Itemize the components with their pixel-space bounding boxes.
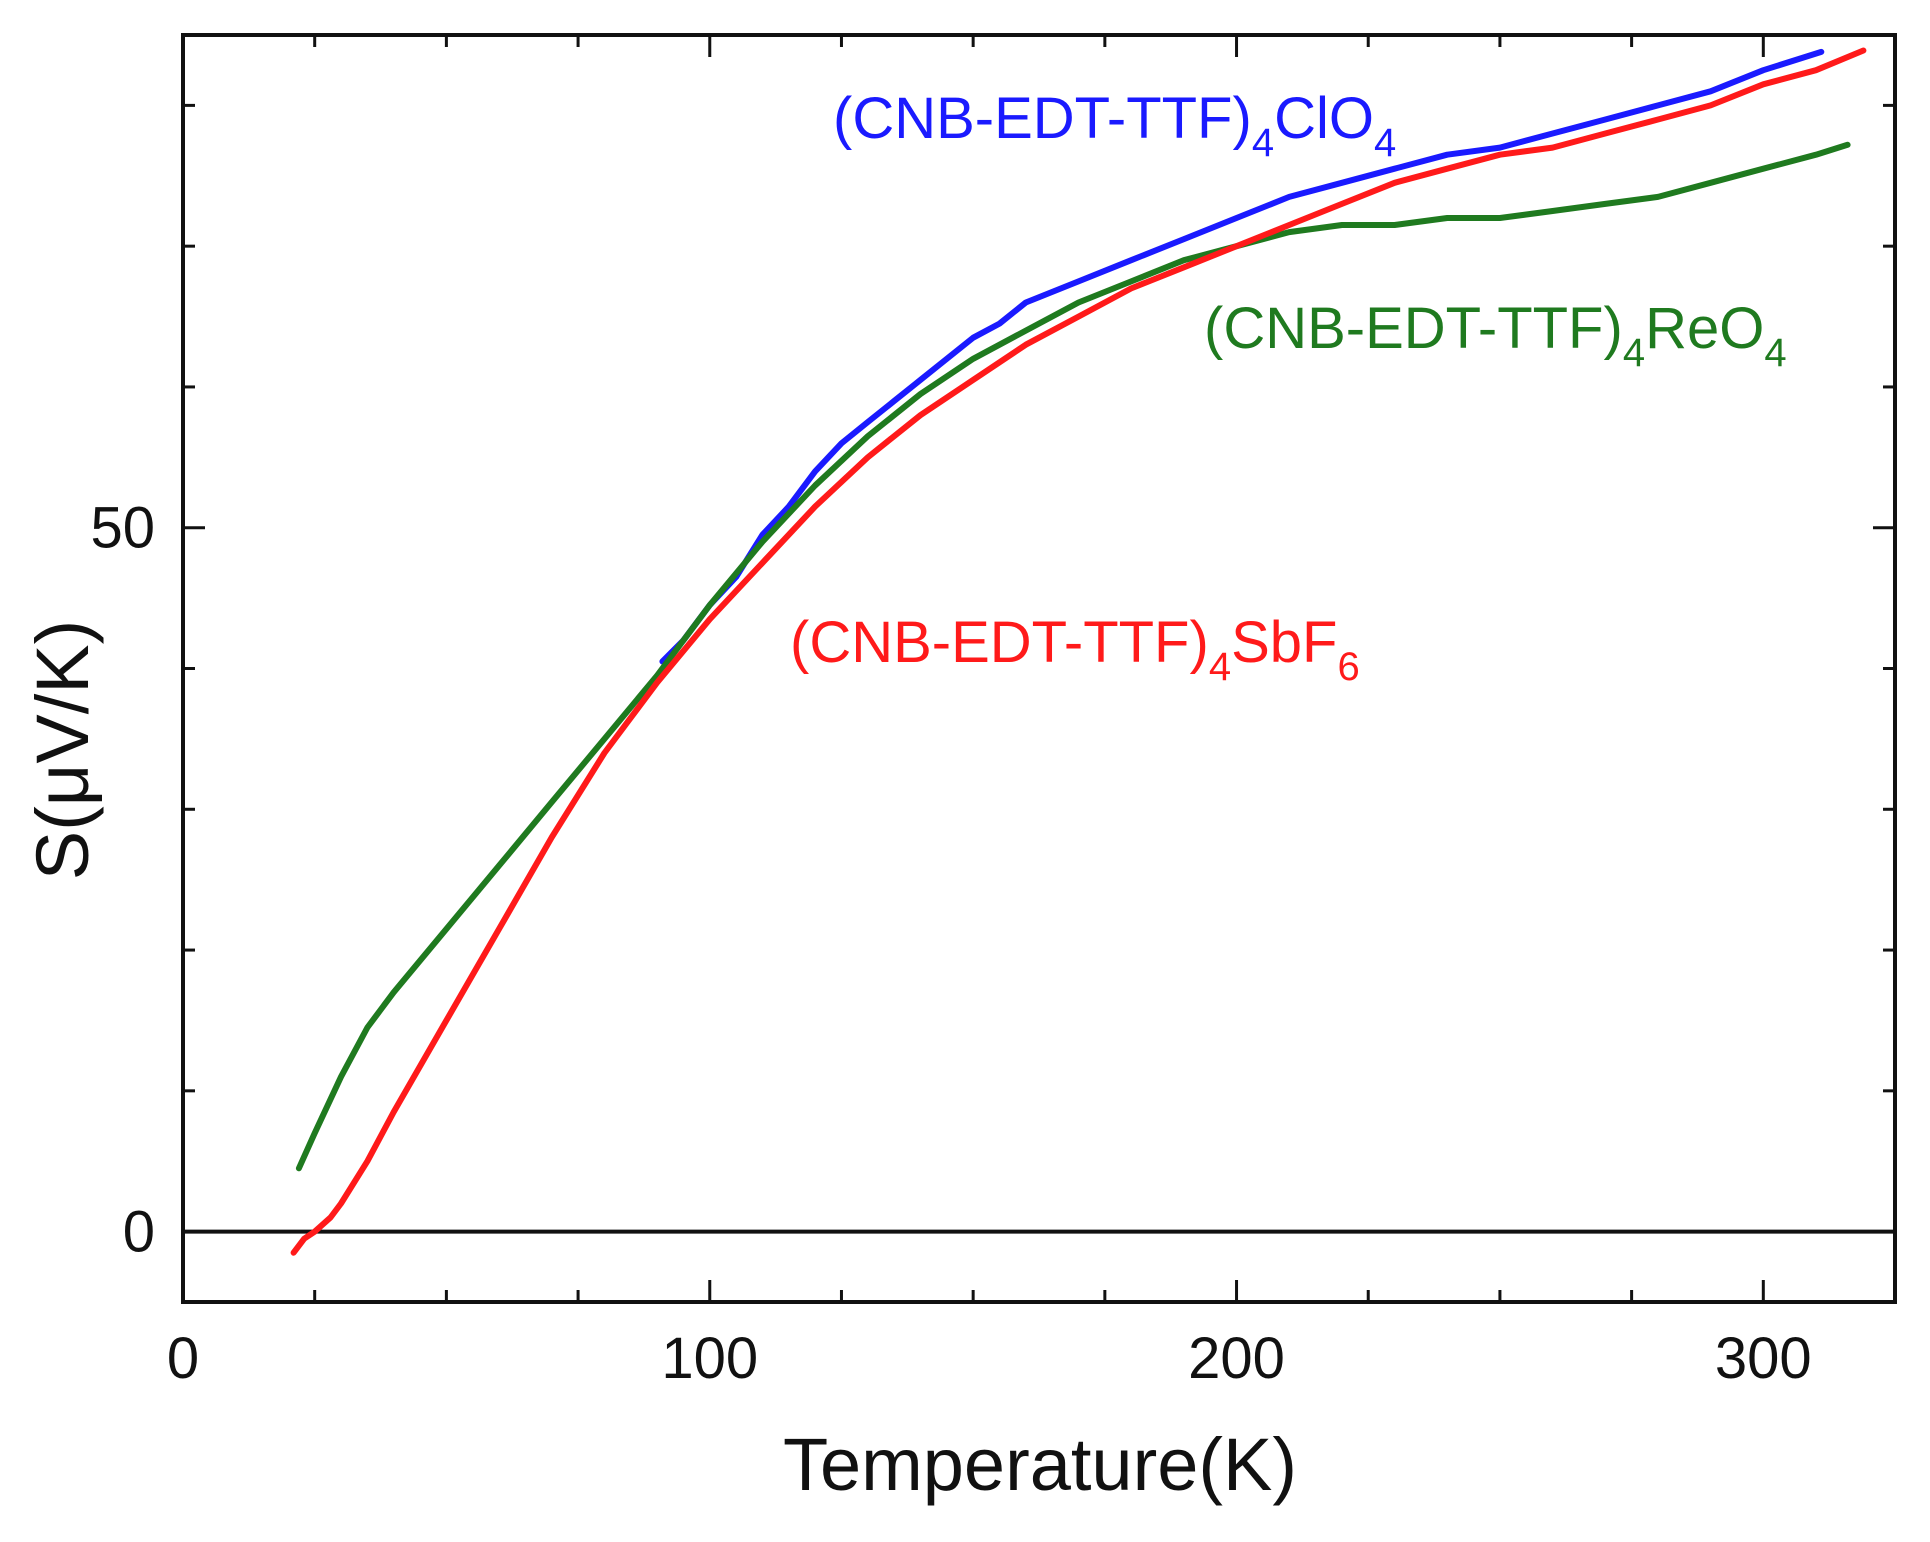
axis-ticks <box>181 35 1897 1302</box>
series-label-sbf6: (CNB-EDT-TTF)4SbF6 <box>790 610 1360 689</box>
series-label-clo4: (CNB-EDT-TTF)4ClO4 <box>833 86 1396 165</box>
series-line-2 <box>290 47 1867 1256</box>
x-tick-label: 100 <box>661 1326 758 1391</box>
x-tick-label: 0 <box>167 1326 199 1391</box>
y-tick-label: 0 <box>123 1200 155 1265</box>
x-axis-title: Temperature(K) <box>783 1423 1297 1506</box>
x-tick-label: 300 <box>1715 1326 1812 1391</box>
plot-area <box>181 33 1897 1304</box>
series-lines <box>290 47 1867 1256</box>
y-tick-labels: 0 50 <box>90 496 155 1265</box>
y-axis-title: S(μV/K) <box>21 620 104 881</box>
x-tick-labels: 0 100 200 300 <box>167 1326 1812 1391</box>
series-line-0 <box>659 48 1825 665</box>
series-label-reo4: (CNB-EDT-TTF)4ReO4 <box>1204 296 1787 375</box>
y-tick-label: 50 <box>90 496 155 561</box>
x-tick-label: 200 <box>1188 1326 1285 1391</box>
series-line-1 <box>295 141 1851 1172</box>
